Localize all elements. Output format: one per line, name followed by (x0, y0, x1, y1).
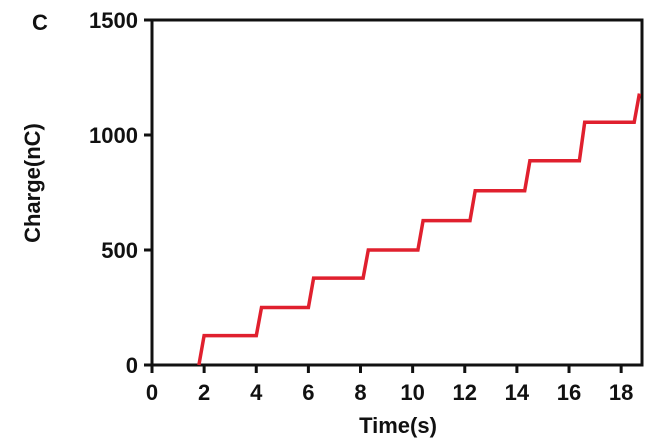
x-tick-label: 6 (302, 380, 314, 405)
y-tick-label: 0 (126, 353, 138, 378)
y-tick-label: 1000 (89, 123, 138, 148)
x-tick-label: 18 (609, 380, 633, 405)
y-tick-label: 500 (101, 238, 138, 263)
plot-area-frame (150, 18, 644, 367)
x-tick-label: 4 (250, 380, 263, 405)
x-tick-label: 2 (198, 380, 210, 405)
x-axis-ticks: 0 2 4 6 8 10 12 14 16 18 (146, 365, 633, 405)
y-axis-label: Charge(nC) (20, 123, 45, 243)
y-axis-ticks: 0 500 1000 1500 (89, 8, 152, 378)
x-tick-label: 8 (354, 380, 366, 405)
series-line (197, 93, 642, 366)
x-tick-label: 16 (557, 380, 581, 405)
x-axis-label: Time(s) (359, 413, 437, 438)
x-tick-label: 14 (505, 380, 530, 405)
x-tick-label: 0 (146, 380, 158, 405)
x-tick-label: 10 (400, 380, 424, 405)
panel-letter: C (32, 10, 48, 35)
y-tick-label: 1500 (89, 8, 138, 33)
x-tick-label: 12 (453, 380, 477, 405)
